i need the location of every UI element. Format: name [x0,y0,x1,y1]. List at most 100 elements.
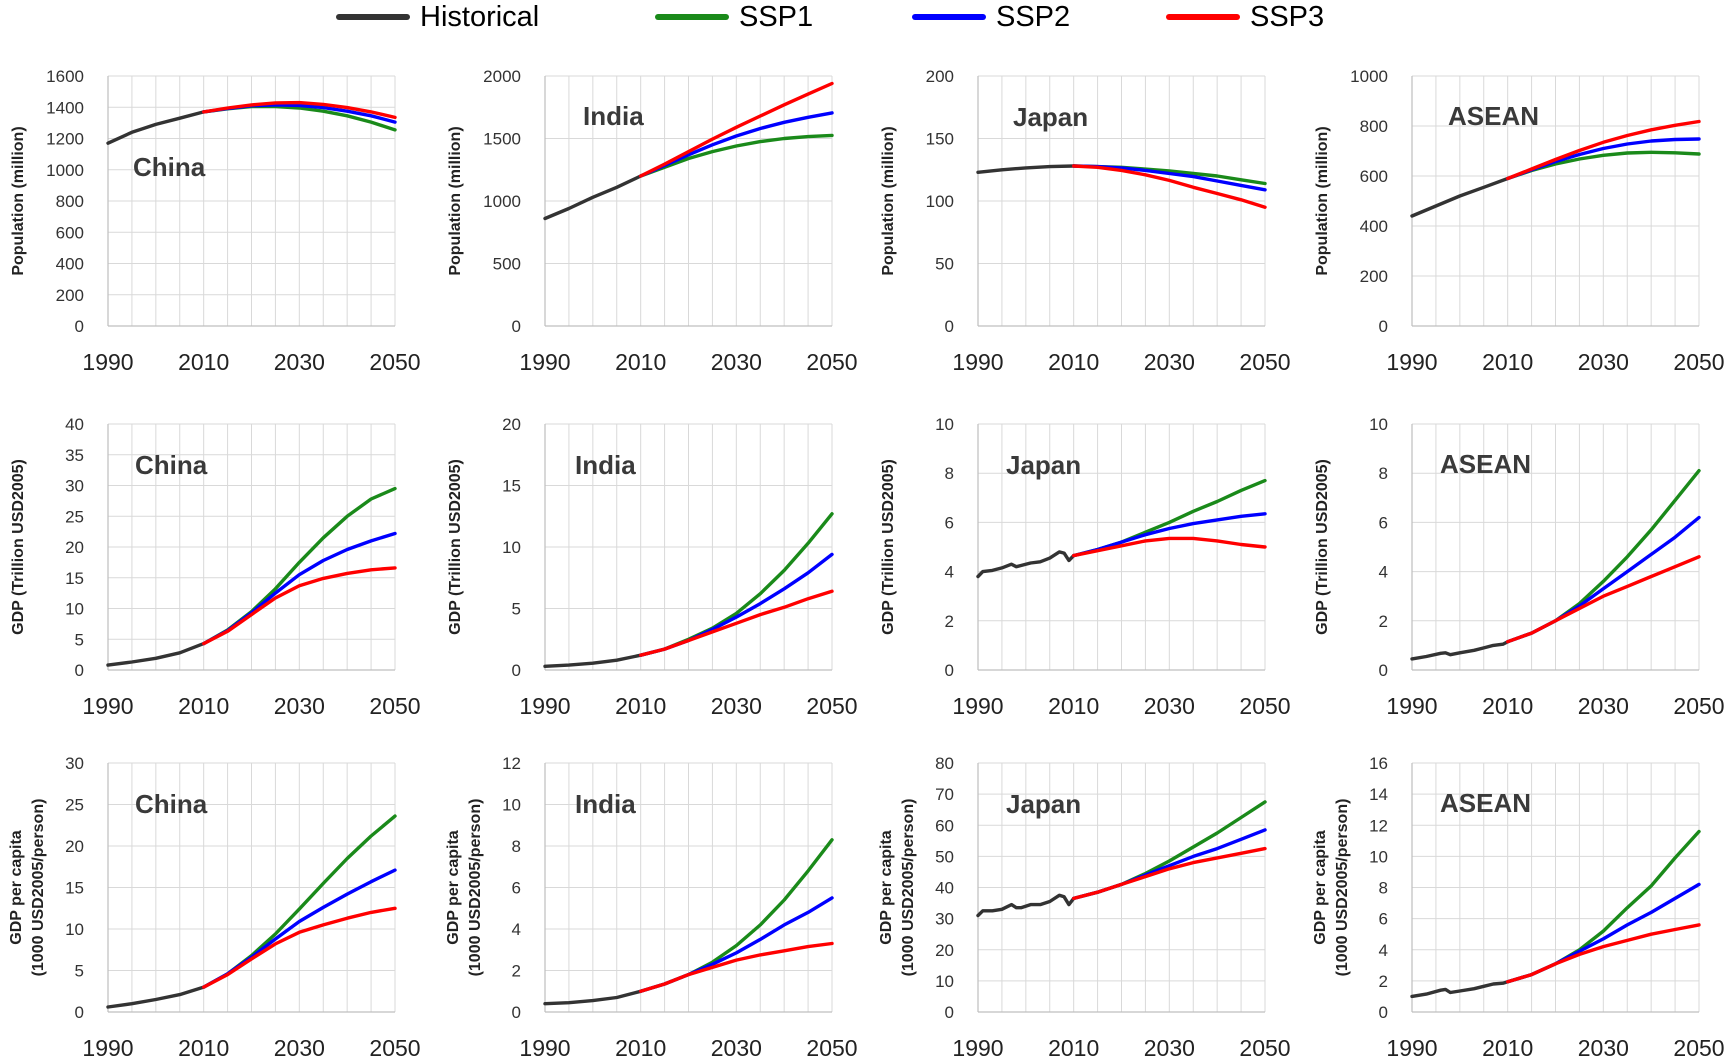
x-tick-label: 2030 [711,349,762,375]
y-axis-title-line: Population (million) [1314,126,1331,275]
x-tick-label: 2010 [1048,349,1099,375]
series-line-historical [976,893,1076,918]
legend-swatch-ssp2 [912,14,986,20]
x-tick-label: 2030 [1578,349,1629,375]
y-tick-label: 1600 [46,67,84,86]
y-tick-label: 25 [65,796,84,815]
y-axis-title: GDP per capita (1000 USD2005/person) [8,799,47,977]
y-tick-label: 8 [1379,464,1388,483]
y-tick-label: 600 [56,223,84,242]
series-line-historical [543,174,643,221]
x-tick-label: 1990 [952,693,1003,719]
panel-india-1: 0 500 1000 1500 2000 1990 2010 2030 2050 Populati… [447,67,858,375]
x-tick-label: 1990 [952,349,1003,375]
region-label: ASEAN [1440,788,1531,818]
y-tick-label: 25 [65,507,84,526]
y-axis-title: GDP per capita (1000 USD2005/person) [445,799,484,977]
series-line-ssp3 [1505,555,1701,644]
y-tick-label: 4 [512,920,521,939]
y-axis-title-line: GDP per capita [8,830,25,945]
y-tick-label: 200 [926,67,954,86]
y-tick-label: 40 [65,415,84,434]
series-line-historical [1410,640,1510,661]
y-axis-title: Population (million) [880,126,897,275]
y-tick-label: 2000 [483,67,521,86]
series-line-historical [543,653,643,668]
x-tick-label: 1990 [1386,693,1437,719]
y-axis-title-line: (1000 USD2005/person) [900,799,917,977]
y-axis-title-line: GDP per capita [445,830,462,945]
panel-india-3: 0 2 4 6 8 10 12 1990 2010 2030 2050 GDP per capita (… [445,754,858,1061]
y-tick-label: 16 [1369,754,1388,773]
x-tick-label: 2010 [1482,693,1533,719]
y-tick-label: 400 [56,255,84,274]
x-tick-label: 1990 [519,1035,570,1061]
y-tick-label: 8 [945,464,954,483]
y-tick-label: 20 [65,837,84,856]
region-label: China [135,450,208,480]
y-tick-label: 12 [1369,816,1388,835]
legend-label-ssp3: SSP3 [1250,1,1325,33]
y-axis-title: GDP per capita (1000 USD2005/person) [878,799,917,977]
region-label: India [575,789,636,819]
panel-japan-1: 0 50 100 150 200 1990 2010 2030 2050 Population (… [880,67,1291,375]
y-tick-label: 1500 [483,130,521,149]
y-tick-label: 500 [493,255,521,274]
panel-asean-2: 0 2 4 6 8 10 1990 2010 2030 2050 GDP (Trillion USD… [1314,415,1725,719]
panel-china-2: 0 5 10 15 20 25 30 35 40 1990 2010 2030 2050 GDP (Tri… [10,415,421,719]
y-tick-label: 6 [945,513,954,532]
x-tick-label: 2050 [1239,1035,1290,1061]
region-label: China [133,152,206,182]
y-tick-label: 1000 [46,161,84,180]
x-tick-label: 2050 [1239,349,1290,375]
y-tick-label: 0 [945,1003,954,1022]
legend-swatch-ssp1 [655,14,729,20]
x-tick-label: 2050 [1673,1035,1724,1061]
legend-item-ssp2: SSP2 [912,2,1070,32]
y-tick-label: 200 [56,286,84,305]
y-tick-label: 1400 [46,98,84,117]
y-tick-label: 0 [1379,1003,1388,1022]
series-line-ssp3 [201,906,397,989]
x-tick-label: 2010 [178,349,229,375]
y-tick-label: 5 [512,600,521,619]
y-tick-label: 8 [1379,879,1388,898]
x-tick-label: 2010 [615,693,666,719]
y-tick-label: 0 [512,661,521,680]
y-tick-label: 0 [75,1003,84,1022]
region-label: ASEAN [1440,449,1531,479]
y-tick-label: 10 [502,796,521,815]
y-tick-label: 15 [502,477,521,496]
x-tick-label: 1990 [1386,349,1437,375]
x-tick-label: 2010 [178,693,229,719]
y-axis-title: Population (million) [1314,126,1331,275]
y-tick-label: 1000 [1350,67,1388,86]
y-tick-label: 0 [1379,317,1388,336]
y-axis-title-line: (1000 USD2005/person) [1334,799,1351,977]
y-tick-label: 10 [935,972,954,991]
x-tick-label: 2050 [369,693,420,719]
series-line-ssp3 [639,941,834,993]
x-tick-label: 2010 [178,1035,229,1061]
y-tick-label: 5 [75,962,84,981]
y-axis-title: Population (million) [10,126,27,275]
x-tick-label: 2050 [369,1035,420,1061]
y-axis-title-line: GDP per capita [878,830,895,945]
y-tick-label: 80 [935,754,954,773]
series-line-historical [976,550,1076,579]
x-tick-label: 2050 [806,349,857,375]
panel-india-2: 0 5 10 15 20 1990 2010 2030 2050 GDP (Trillion US… [447,415,858,719]
y-tick-label: 2 [945,612,954,631]
x-tick-label: 2030 [1144,349,1195,375]
series-line-historical [543,989,643,1006]
x-tick-label: 1990 [519,693,570,719]
x-tick-label: 2010 [615,1035,666,1061]
series-line-ssp3 [201,100,397,120]
y-axis-title: GDP (Trillion USD2005) [10,459,27,635]
y-tick-label: 600 [1360,167,1388,186]
panel-china-3: 0 5 10 15 20 25 30 1990 2010 2030 2050 GDP per capi… [8,754,421,1061]
y-tick-label: 60 [935,816,954,835]
x-tick-label: 2030 [1578,693,1629,719]
y-tick-label: 10 [1369,847,1388,866]
y-tick-label: 0 [512,317,521,336]
